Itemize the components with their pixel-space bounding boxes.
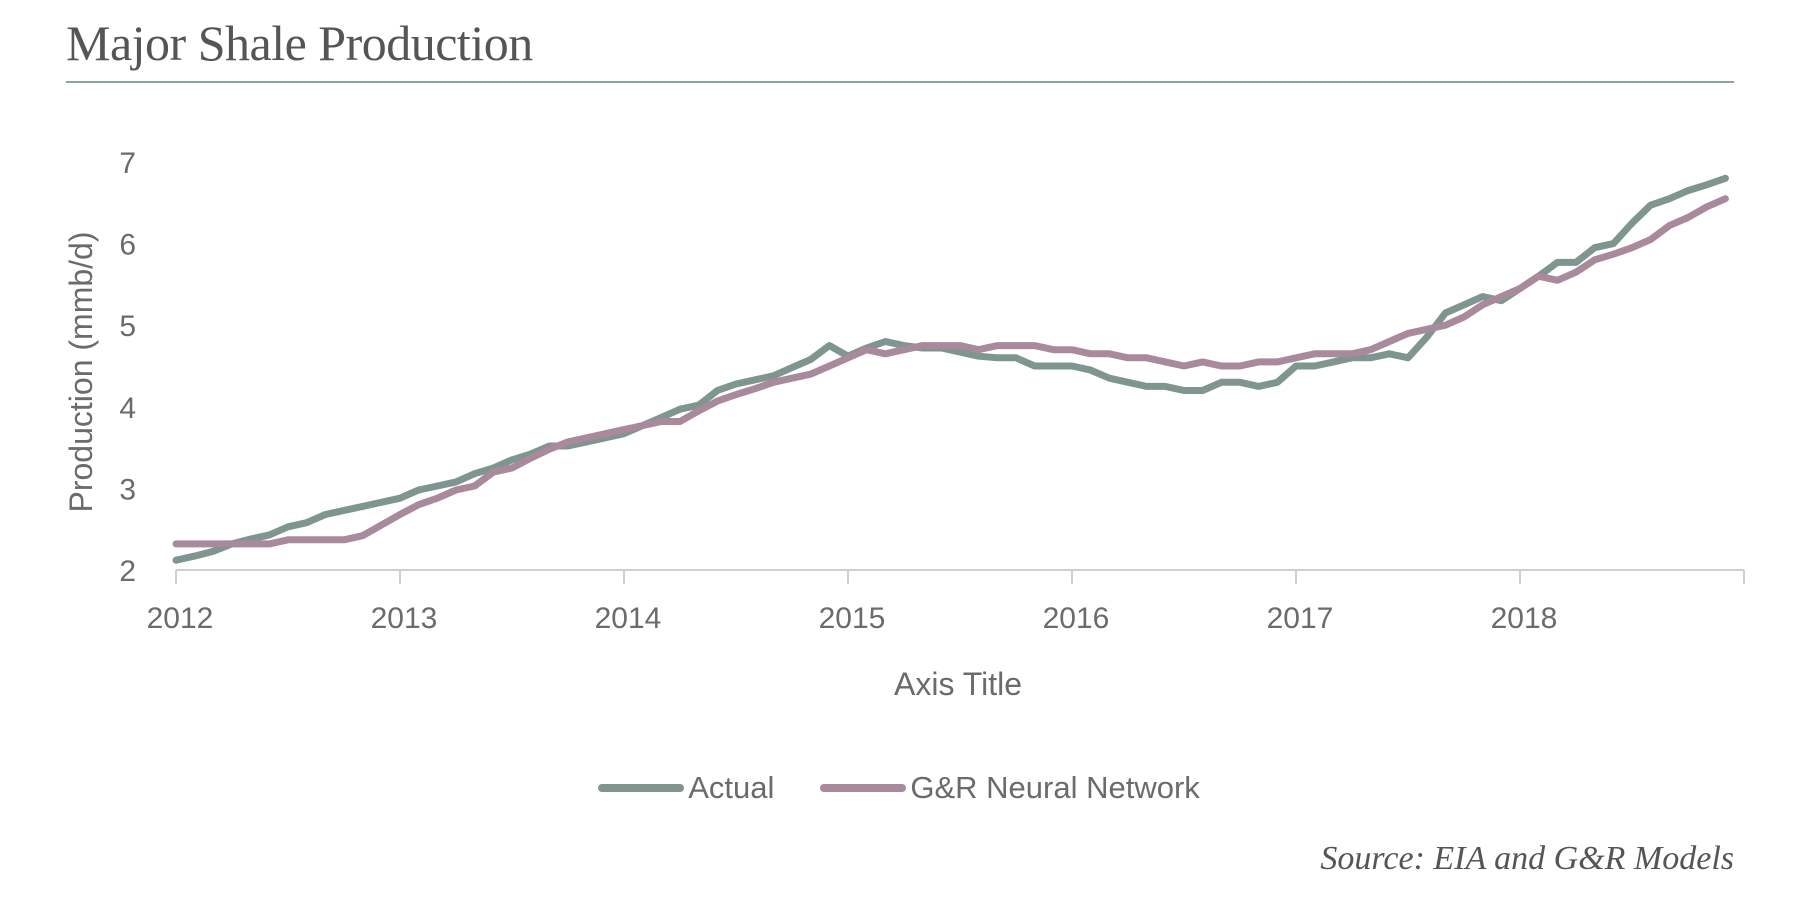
y-tick-label: 2 xyxy=(119,555,136,588)
y-tick-label: 4 xyxy=(119,392,136,425)
x-tick-label: 2012 xyxy=(147,602,214,635)
x-tick-label: 2016 xyxy=(1043,602,1110,635)
x-tick-label: 2018 xyxy=(1491,602,1558,635)
series-line-neural-network xyxy=(172,195,1729,548)
x-axis-title: Axis Title xyxy=(894,666,1022,702)
x-tick-label: 2013 xyxy=(371,602,438,635)
legend-swatch xyxy=(598,784,685,792)
x-tick-label: 2017 xyxy=(1267,602,1334,635)
legend-swatch xyxy=(820,784,907,792)
source-note: Source: EIA and G&R Models xyxy=(1320,840,1734,877)
legend-item-actual: Actual xyxy=(598,770,774,806)
series-line-actual xyxy=(172,174,1729,564)
page-title: Major Shale Production xyxy=(66,15,533,71)
legend-label: G&R Neural Network xyxy=(910,770,1200,805)
y-tick-label: 6 xyxy=(119,229,136,262)
legend-item-neural-network: G&R Neural Network xyxy=(820,770,1200,806)
chart-legend: Actual G&R Neural Network xyxy=(0,770,1798,806)
production-line-chart: 2012 2013 2014 2015 2016 2017 2018 2 3 4 5 6 7 Produ… xyxy=(63,147,1745,702)
x-tick-label: 2015 xyxy=(819,602,886,635)
y-tick-label: 3 xyxy=(119,473,136,506)
legend-label: Actual xyxy=(688,770,775,805)
chart-series-lines xyxy=(172,174,1729,564)
y-axis-title: Production (mmb/d) xyxy=(63,232,99,513)
y-tick-label: 5 xyxy=(119,310,136,343)
x-tick-label: 2014 xyxy=(595,602,662,635)
chart-axes: 2012 2013 2014 2015 2016 2017 2018 2 3 4 5 6 7 xyxy=(119,147,1745,635)
y-tick-label: 7 xyxy=(119,147,136,180)
title-underline xyxy=(66,81,1734,83)
